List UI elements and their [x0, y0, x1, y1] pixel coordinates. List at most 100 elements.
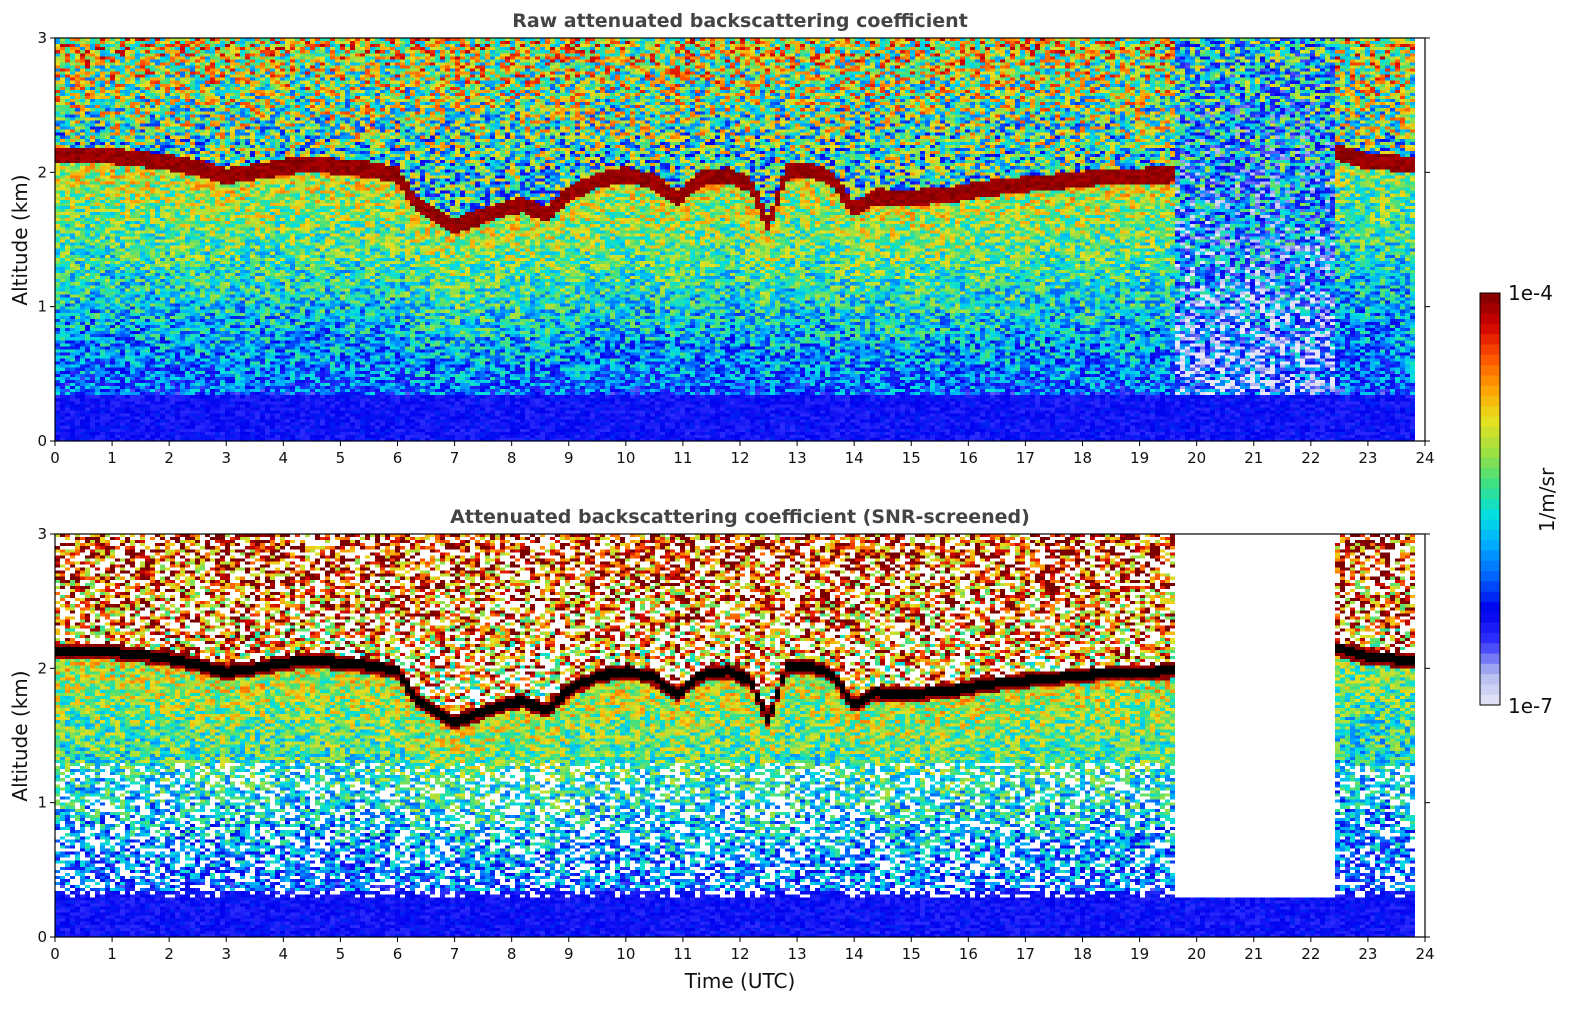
y-tick-label: 1 [37, 298, 47, 316]
x-tick-label: 7 [450, 945, 460, 963]
x-tick-label: 14 [845, 945, 864, 963]
panel2-heatmap [55, 534, 1425, 937]
colorbar-band [1480, 694, 1500, 706]
colorbar-band [1480, 447, 1500, 459]
x-tick-label: 17 [1016, 449, 1035, 467]
colorbar-band [1480, 354, 1500, 366]
colorbar-band [1480, 334, 1500, 346]
x-tick-label: 13 [788, 449, 807, 467]
y-tick-label: 3 [37, 29, 47, 47]
x-tick-label: 20 [1187, 945, 1206, 963]
x-tick-label: 18 [1073, 449, 1092, 467]
x-tick-label: 19 [1130, 449, 1149, 467]
colorbar-band [1480, 437, 1500, 449]
x-tick-label: 16 [959, 449, 978, 467]
colorbar-band [1480, 550, 1500, 562]
colorbar-band [1480, 540, 1500, 552]
colorbar-band [1480, 519, 1500, 531]
y-tick-label: 0 [37, 928, 47, 946]
colorbar-band [1480, 622, 1500, 634]
colorbar-band [1480, 303, 1500, 315]
y-tick-label: 2 [37, 659, 47, 677]
x-tick-label: 7 [450, 449, 460, 467]
colorbar: 1e-4 1e-7 1/m/sr [1479, 281, 1559, 718]
x-tick-label: 10 [616, 449, 635, 467]
x-tick-label: 16 [959, 945, 978, 963]
colorbar-band [1480, 509, 1500, 521]
colorbar-band [1480, 457, 1500, 469]
colorbar-gradient [1480, 293, 1500, 706]
colorbar-band [1480, 478, 1500, 490]
colorbar-band [1480, 385, 1500, 397]
x-tick-label: 8 [507, 945, 517, 963]
colorbar-band [1480, 529, 1500, 541]
colorbar-min-label: 1e-7 [1508, 694, 1553, 718]
x-tick-label: 9 [564, 449, 574, 467]
snr-screened-panel: Attenuated backscattering coefficient (S… [8, 506, 1435, 993]
x-tick-label: 5 [336, 945, 346, 963]
x-tick-label: 18 [1073, 945, 1092, 963]
x-tick-label: 6 [393, 945, 403, 963]
x-tick-label: 17 [1016, 945, 1035, 963]
x-tick-label: 23 [1358, 945, 1377, 963]
x-tick-label: 3 [221, 449, 231, 467]
panel2-title: Attenuated backscattering coefficient (S… [450, 506, 1030, 528]
colorbar-band [1480, 344, 1500, 356]
x-tick-label: 1 [107, 945, 117, 963]
colorbar-band [1480, 591, 1500, 603]
raw-backscatter-panel: Raw attenuated backscattering coefficien… [8, 10, 1435, 467]
x-tick-label: 10 [616, 945, 635, 963]
colorbar-band [1480, 375, 1500, 387]
colorbar-band [1480, 643, 1500, 655]
colorbar-band [1480, 426, 1500, 438]
panel1-ylabel: Altitude (km) [8, 174, 32, 305]
colorbar-band [1480, 323, 1500, 335]
x-tick-label: 20 [1187, 449, 1206, 467]
colorbar-band [1480, 499, 1500, 510]
colorbar-unit-label: 1/m/sr [1535, 467, 1559, 532]
x-tick-label: 15 [902, 945, 921, 963]
x-tick-label: 2 [164, 449, 174, 467]
x-tick-label: 2 [164, 945, 174, 963]
panel1-heatmap [55, 38, 1425, 441]
colorbar-band [1480, 396, 1500, 407]
panel1-title: Raw attenuated backscattering coefficien… [512, 10, 968, 32]
x-tick-label: 6 [393, 449, 403, 467]
x-tick-label: 12 [730, 945, 749, 963]
colorbar-band [1480, 313, 1500, 325]
y-tick-label: 1 [37, 794, 47, 812]
panel1-heatmap-image [55, 38, 1425, 441]
x-tick-label: 19 [1130, 945, 1149, 963]
x-tick-label: 11 [673, 945, 692, 963]
colorbar-max-label: 1e-4 [1508, 281, 1553, 305]
colorbar-band [1480, 560, 1500, 572]
colorbar-band [1480, 468, 1500, 479]
y-tick-label: 2 [37, 163, 47, 181]
x-tick-label: 23 [1358, 449, 1377, 467]
panel2-heatmap-image [55, 534, 1425, 937]
colorbar-band [1480, 293, 1500, 304]
panel2-xlabel: Time (UTC) [684, 969, 796, 993]
x-tick-label: 0 [50, 449, 60, 467]
x-tick-label: 24 [1415, 945, 1434, 963]
y-tick-label: 0 [37, 432, 47, 450]
colorbar-band [1480, 416, 1500, 428]
x-tick-label: 24 [1415, 449, 1434, 467]
colorbar-band [1480, 571, 1500, 582]
x-tick-label: 11 [673, 449, 692, 467]
x-tick-label: 5 [336, 449, 346, 467]
x-tick-label: 8 [507, 449, 517, 467]
x-tick-label: 1 [107, 449, 117, 467]
x-tick-label: 4 [279, 449, 289, 467]
colorbar-band [1480, 632, 1500, 644]
x-tick-label: 21 [1244, 449, 1263, 467]
colorbar-band [1480, 406, 1500, 418]
x-tick-label: 14 [845, 449, 864, 467]
x-tick-label: 12 [730, 449, 749, 467]
x-tick-label: 22 [1301, 449, 1320, 467]
colorbar-band [1480, 612, 1500, 624]
x-tick-label: 15 [902, 449, 921, 467]
x-tick-label: 9 [564, 945, 574, 963]
colorbar-band [1480, 684, 1500, 696]
